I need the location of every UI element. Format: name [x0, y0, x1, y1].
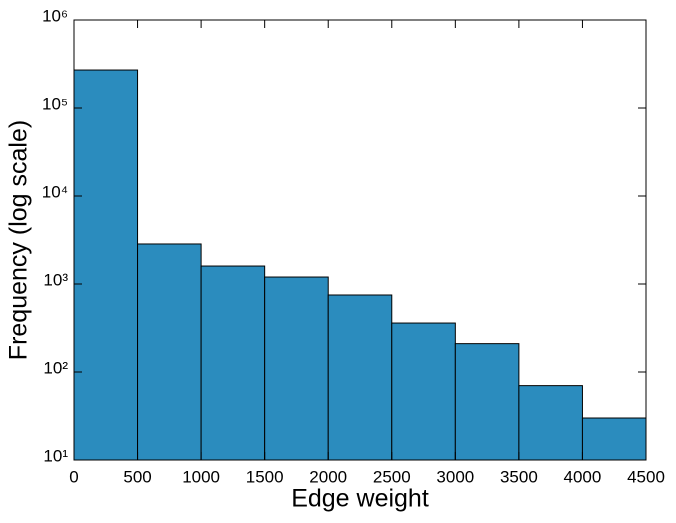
y-axis-label: Frequency (log scale)	[5, 120, 33, 360]
y-tick-label: 10³	[43, 270, 68, 289]
bar	[200, 265, 266, 461]
bar	[391, 322, 456, 461]
x-tick-label: 500	[123, 467, 151, 486]
x-tick-label: 3000	[436, 467, 474, 486]
bar	[264, 276, 329, 461]
plot-frame	[73, 19, 647, 461]
x-tick-label: 1500	[246, 467, 284, 486]
bar	[581, 417, 647, 461]
x-tick-label: 0	[69, 467, 78, 486]
x-tick-label: 3500	[500, 467, 538, 486]
x-tick-label: 4000	[564, 467, 602, 486]
y-tick-label: 10²	[43, 358, 68, 377]
bar	[73, 69, 139, 461]
x-tick-label: 1000	[182, 467, 220, 486]
x-tick-label: 2000	[309, 467, 347, 486]
x-axis-label: Edge weight	[291, 485, 429, 513]
y-tick-label: 10⁴	[42, 182, 68, 201]
bar	[327, 294, 393, 461]
y-tick-label: 10¹	[43, 446, 68, 465]
bar	[454, 343, 520, 461]
bar	[137, 243, 202, 461]
x-tick-label: 2500	[373, 467, 411, 486]
y-tick-label: 10⁶	[42, 6, 68, 25]
bar	[518, 385, 583, 461]
x-tick-label: 4500	[627, 467, 665, 486]
y-tick-label: 10⁵	[42, 94, 68, 113]
